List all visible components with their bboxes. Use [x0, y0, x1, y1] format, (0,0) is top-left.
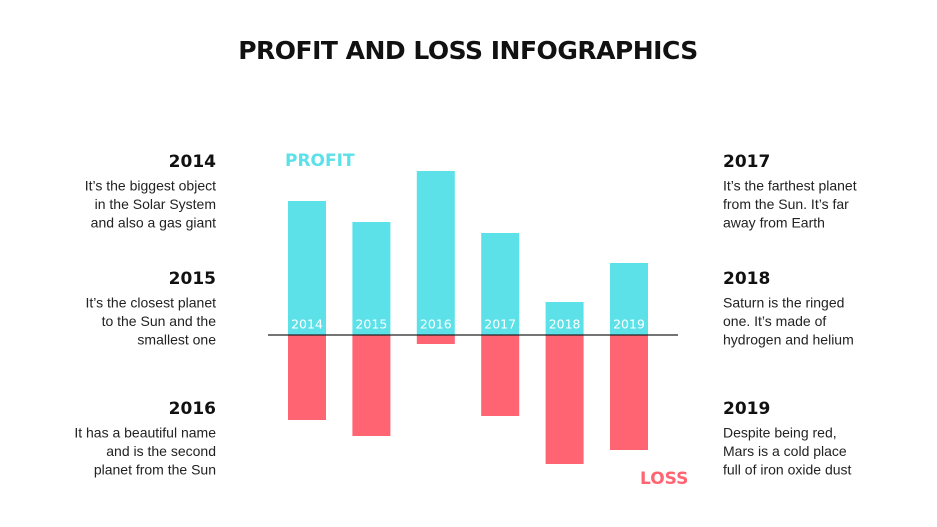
loss-bar	[545, 335, 584, 464]
loss-bar	[288, 335, 326, 420]
profit-bar	[416, 171, 455, 335]
note-line: in the Solar System	[95, 196, 216, 212]
category-label: 2017	[484, 317, 516, 332]
note-line: full of iron oxide dust	[723, 462, 852, 478]
note-title: 2017	[723, 152, 770, 172]
category-label: 2018	[549, 317, 581, 332]
note-title: 2019	[723, 399, 770, 419]
note-line: It has a beautiful name	[74, 425, 216, 441]
legend-profit: PROFIT	[285, 151, 355, 171]
profit-bar	[481, 233, 520, 335]
note-line: It’s the biggest object	[85, 178, 216, 194]
profit-bar	[352, 222, 391, 335]
note-line: Mars is a cold place	[723, 443, 847, 459]
loss-bar	[416, 335, 455, 344]
note-line: hydrogen and helium	[723, 332, 854, 348]
profit-bar	[545, 302, 584, 335]
note-line: planet from the Sun	[94, 462, 216, 478]
note-title: 2016	[169, 399, 216, 419]
note-line: away from Earth	[723, 215, 825, 231]
loss-bar	[481, 335, 520, 416]
category-label: 2016	[420, 317, 452, 332]
loss-bar	[352, 335, 391, 436]
category-label: 2019	[613, 317, 645, 332]
category-label: 2015	[355, 317, 387, 332]
note-line: Saturn is the ringed	[723, 295, 844, 311]
loss-bar	[610, 335, 648, 450]
note-line: It’s the farthest planet	[723, 178, 857, 194]
note-line: It’s the closest planet	[86, 295, 217, 311]
category-label: 2014	[291, 317, 323, 332]
note-title: 2014	[169, 152, 216, 172]
note-line: and also a gas giant	[91, 215, 216, 231]
note-line: Despite being red,	[723, 425, 837, 441]
note-title: 2018	[723, 269, 770, 289]
legend-loss: LOSS	[640, 469, 688, 489]
note-line: to the Sun and the	[102, 313, 217, 329]
profit-bar	[288, 201, 326, 335]
profit-bar	[610, 263, 648, 335]
note-line: one. It’s made of	[723, 313, 826, 329]
chart-title: PROFIT AND LOSS INFOGRAPHICS	[238, 36, 698, 65]
note-line: smallest one	[137, 332, 216, 348]
note-line: from the Sun. It’s far	[723, 196, 849, 212]
note-title: 2015	[169, 269, 216, 289]
note-line: and is the second	[106, 443, 216, 459]
